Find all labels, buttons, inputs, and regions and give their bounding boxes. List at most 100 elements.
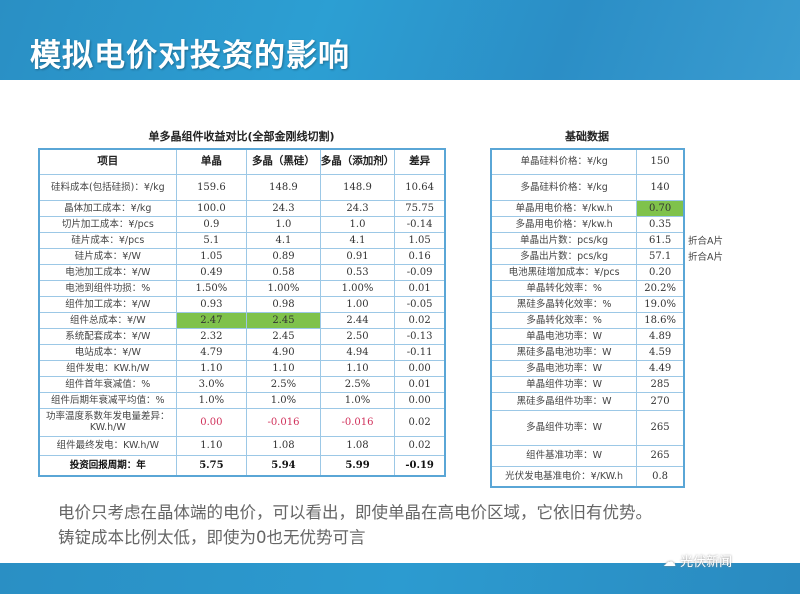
table-row: 单晶转化效率：% 20.2% — [490, 279, 685, 297]
table-row: 单晶用电价格：¥/kw.h 0.70 — [490, 199, 685, 217]
cell-value: 4.79 — [175, 343, 248, 361]
row-note: 折合A片 — [688, 236, 723, 247]
cell-value: 24.3 — [319, 199, 396, 217]
cell-value: 4.49 — [636, 359, 685, 377]
cell-value: 1.08 — [319, 435, 396, 456]
row-label: 硅料成本(包括硅损)：¥/kg — [38, 173, 177, 201]
cell-value: 0.93 — [175, 295, 248, 313]
cell-value: 1.10 — [319, 359, 396, 377]
cell-value: 2.5% — [246, 375, 321, 393]
cell-value: 0.00 — [394, 391, 446, 409]
cell-value: 19.0% — [636, 295, 685, 313]
wechat-icon: ☁ — [663, 555, 681, 570]
table-row: 多晶出片数：pcs/kg 57.1 — [490, 247, 685, 265]
row-label: 多晶转化效率：% — [490, 311, 638, 329]
row-label: 多晶出片数：pcs/kg — [490, 247, 638, 265]
row-label: 电站成本：¥/W — [38, 343, 177, 361]
row-label: 单晶电池功率：W — [490, 327, 638, 345]
cell-value: -0.11 — [394, 343, 446, 361]
row-label: 单晶用电价格：¥/kw.h — [490, 199, 638, 217]
row-label: 组件后期年衰减平均值：% — [38, 391, 177, 409]
row-label: 硅片成本：¥/pcs — [38, 231, 177, 249]
row-label: 单晶转化效率：% — [490, 279, 638, 297]
cell-value: 10.64 — [394, 173, 446, 201]
table-row: 黑硅多晶转化效率：% 19.0% — [490, 295, 685, 313]
table-row: 组件总成本：¥/W 2.47 2.45 2.44 0.02 — [38, 311, 446, 329]
cell-value: 61.5 — [636, 231, 685, 249]
cell-value: 5.94 — [246, 454, 321, 477]
cell-value: 0.53 — [319, 263, 396, 281]
cell-value: 2.47 — [175, 311, 248, 329]
cell-value: 0.49 — [175, 263, 248, 281]
cell-value: 1.0% — [246, 391, 321, 409]
cell-value: 1.05 — [175, 247, 248, 265]
cell-value: -0.016 — [319, 407, 396, 437]
table-row: 单晶硅料价格：¥/kg 150 — [490, 148, 685, 175]
cell-value: -0.13 — [394, 327, 446, 345]
cell-value: 1.10 — [175, 359, 248, 377]
row-label: 多晶用电价格：¥/kw.h — [490, 215, 638, 233]
cell-value: 148.9 — [319, 173, 396, 201]
cell-value: -0.05 — [394, 295, 446, 313]
cell-value: 1.00% — [246, 279, 321, 297]
cell-value: 100.0 — [175, 199, 248, 217]
table-row: 晶体加工成本：¥/kg 100.0 24.3 24.3 75.75 — [38, 199, 446, 217]
cell-value: -0.14 — [394, 215, 446, 233]
cell-value: 0.00 — [175, 407, 248, 437]
column-header: 单晶 — [175, 148, 248, 175]
slide-header — [0, 0, 800, 80]
cell-value: 0.16 — [394, 247, 446, 265]
row-label: 电池加工成本：¥/W — [38, 263, 177, 281]
cell-value: 265 — [636, 444, 685, 467]
cell-value: 2.32 — [175, 327, 248, 345]
cell-value: 265 — [636, 409, 685, 446]
right-table-caption: 基础数据 — [565, 130, 609, 143]
cell-value: 4.89 — [636, 327, 685, 345]
cell-value: 2.44 — [319, 311, 396, 329]
row-label: 电池黑硅增加成本：¥/pcs — [490, 263, 638, 281]
description-line: 电价只考虑在晶体端的电价，可以看出，即使单晶在高电价区域，它依旧有优势。 — [58, 503, 652, 522]
cell-value: 1.0% — [319, 391, 396, 409]
cell-value: 0.02 — [394, 311, 446, 329]
table-row: 多晶用电价格：¥/kw.h 0.35 — [490, 215, 685, 233]
row-label: 多晶电池功率：W — [490, 359, 638, 377]
table-row: 多晶硅料价格：¥/kg 140 — [490, 173, 685, 201]
table-row: 系统配套成本：¥/W 2.32 2.45 2.50 -0.13 — [38, 327, 446, 345]
cell-value: 1.00 — [319, 295, 396, 313]
table-row: 光伏发电基准电价：¥/KW.h 0.8 — [490, 465, 685, 488]
row-label: 投资回报周期：年 — [38, 454, 177, 477]
row-label: 多晶硅料价格：¥/kg — [490, 173, 638, 201]
cell-value: 4.94 — [319, 343, 396, 361]
table-row: 电池加工成本：¥/W 0.49 0.58 0.53 -0.09 — [38, 263, 446, 281]
table-row: 功率温度系数年发电量差异：KW.h/W 0.00 -0.016 -0.016 0.02 — [38, 407, 446, 437]
column-header: 差异 — [394, 148, 446, 175]
cell-value: 4.90 — [246, 343, 321, 361]
cell-value: 20.2% — [636, 279, 685, 297]
cell-value: 148.9 — [246, 173, 321, 201]
cell-value: 150 — [636, 148, 685, 175]
table-row: 组件后期年衰减平均值：% 1.0% 1.0% 1.0% 0.00 — [38, 391, 446, 409]
cell-value: -0.19 — [394, 454, 446, 477]
table-row: 多晶转化效率：% 18.6% — [490, 311, 685, 329]
cell-value: 4.1 — [319, 231, 396, 249]
table-row: 电站成本：¥/W 4.79 4.90 4.94 -0.11 — [38, 343, 446, 361]
cell-value: 0.58 — [246, 263, 321, 281]
table-row: 单晶组件功率：W 285 — [490, 375, 685, 393]
cell-value: 0.02 — [394, 407, 446, 437]
cell-value: 1.08 — [246, 435, 321, 456]
table-row: 硅片成本：¥/pcs 5.1 4.1 4.1 1.05 — [38, 231, 446, 249]
column-header: 多晶（添加剂） — [319, 148, 396, 175]
description: 电价只考虑在晶体端的电价，可以看出，即使单晶在高电价区域，它依旧有优势。 铸锭成… — [58, 500, 652, 550]
cell-value: 75.75 — [394, 199, 446, 217]
cell-value: 1.10 — [175, 435, 248, 456]
table-row: 黑硅多晶组件功率：W 270 — [490, 391, 685, 411]
cell-value: 1.50% — [175, 279, 248, 297]
row-label: 单晶组件功率：W — [490, 375, 638, 393]
watermark-text: 光伏新闻 — [680, 555, 733, 570]
row-label: 单晶硅料价格：¥/kg — [490, 148, 638, 175]
cell-value: 2.45 — [246, 311, 321, 329]
cell-value: 5.75 — [175, 454, 248, 477]
row-label: 组件发电：KW.h/W — [38, 359, 177, 377]
table-row: 组件发电：KW.h/W 1.10 1.10 1.10 0.00 — [38, 359, 446, 377]
cell-value: 0.01 — [394, 279, 446, 297]
